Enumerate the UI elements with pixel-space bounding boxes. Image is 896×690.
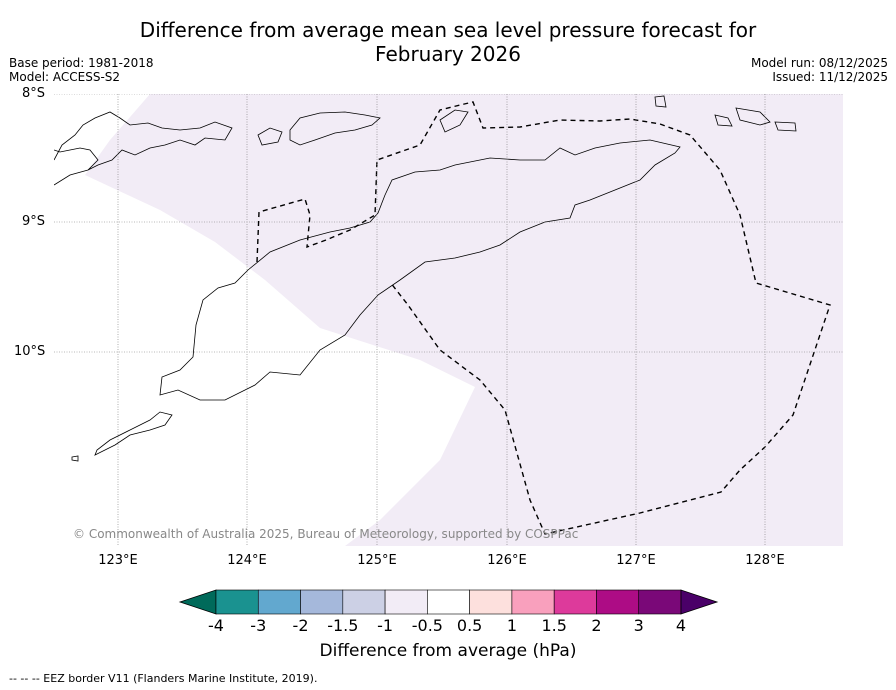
lon-label-127e: 127°E — [616, 553, 656, 568]
colorbar-segment — [257, 589, 301, 615]
lon-label-124e: 124°E — [227, 553, 267, 568]
base-period: Base period: 1981-2018 — [9, 56, 154, 70]
colorbar-tick-label: -3 — [250, 616, 267, 635]
model-name: Model: ACCESS-S2 — [9, 70, 121, 84]
map-title: Difference from average mean sea level p… — [0, 18, 896, 66]
colorbar — [178, 589, 719, 615]
colorbar-tick-label: 2 — [591, 616, 602, 635]
colorbar-tick-label: -1 — [377, 616, 394, 635]
colorbar-segment — [215, 589, 259, 615]
colorbar-tick-label: 0.5 — [456, 616, 483, 635]
colorbar-tick-label: -0.5 — [411, 616, 443, 635]
rote-island-coastline — [71, 411, 173, 462]
colorbar-tick-label: 4 — [675, 616, 687, 635]
lat-label-8s: 8°S — [22, 86, 46, 101]
colorbar-segment — [384, 589, 428, 615]
colorbar-segment — [511, 589, 555, 615]
meta-right: Model run: 08/12/2025 Issued: 11/12/2025 — [751, 56, 888, 84]
alor-coastline — [257, 109, 469, 146]
colorbar-extend-low — [178, 589, 217, 615]
colorbar-segment — [638, 589, 682, 615]
colorbar-tick-label: -1.5 — [327, 616, 359, 635]
colorbar-tick-label: 1 — [506, 616, 517, 635]
colorbar-tick-label: -4 — [208, 616, 224, 635]
colorbar-segment — [469, 589, 513, 615]
lat-label-9s: 9°S — [22, 214, 46, 229]
timor-coastline — [159, 139, 681, 401]
colorbar-tick-label: -2 — [292, 616, 309, 635]
lon-label-126e: 126°E — [487, 553, 527, 568]
meta-left: Base period: 1981-2018 Model: ACCESS-S2 — [9, 56, 154, 84]
lon-label-125e: 125°E — [357, 553, 397, 568]
colorbar-segment — [300, 589, 344, 615]
colorbar-segment — [342, 589, 386, 615]
colorbar-tick-label: 3 — [633, 616, 644, 635]
gridlines — [54, 94, 843, 546]
copyright-notice: © Commonwealth of Australia 2025, Bureau… — [73, 527, 579, 541]
title-line-2: February 2026 — [375, 42, 521, 66]
colorbar-segment — [553, 589, 597, 615]
flores-coastline — [54, 111, 233, 186]
eez-footnote: -- -- -- EEZ border V11 (Flanders Marine… — [9, 672, 318, 685]
title-line-1: Difference from average mean sea level p… — [139, 18, 757, 42]
colorbar-tick-label: 1.5 — [541, 616, 567, 635]
eez-border — [256, 101, 831, 535]
model-run: Model run: 08/12/2025 — [750, 56, 888, 70]
eastern-islands — [654, 95, 797, 132]
colorbar-extend-high — [680, 589, 719, 615]
lon-label-123e: 123°E — [98, 553, 138, 568]
lon-label-128e: 128°E — [745, 553, 785, 568]
colorbar-segment — [596, 589, 640, 615]
colorbar-title: Difference from average (hPa) — [319, 641, 577, 661]
issued-date: Issued: 11/12/2025 — [772, 70, 888, 84]
lat-label-10s: 10°S — [14, 344, 46, 359]
colorbar-segment — [427, 589, 470, 615]
